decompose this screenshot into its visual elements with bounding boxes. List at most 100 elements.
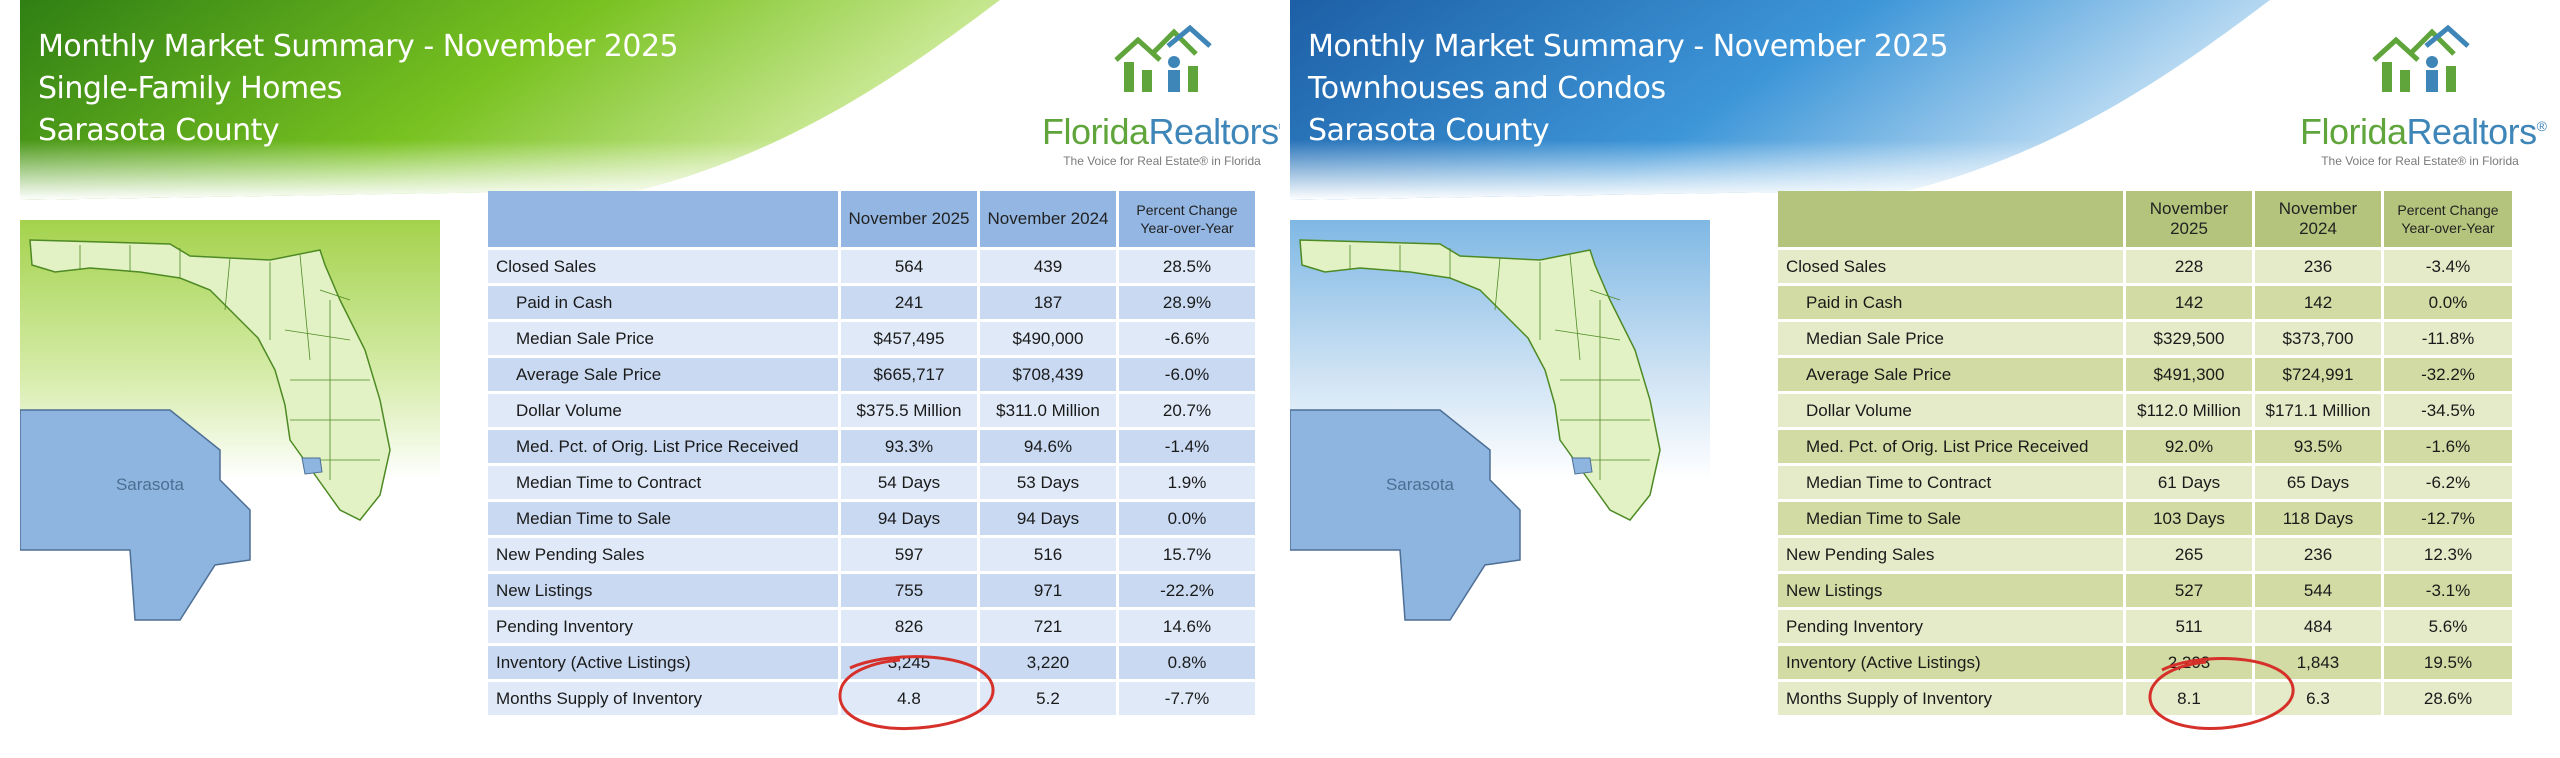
single-family-panel: Sarasota Monthly Market Summary - Novemb… bbox=[20, 0, 1280, 758]
pct-change: -3.1% bbox=[2384, 574, 2512, 607]
value-2025: 527 bbox=[2126, 574, 2252, 607]
value-2025: 511 bbox=[2126, 610, 2252, 643]
page-title: Monthly Market Summary - November 2025 bbox=[38, 29, 679, 64]
pct-change: 20.7% bbox=[1119, 394, 1255, 427]
value-2024: 236 bbox=[2255, 250, 2381, 283]
table-row: Closed Sales 228 236 -3.4% bbox=[1778, 250, 2512, 283]
table-row: Med. Pct. of Orig. List Price Received 93… bbox=[488, 430, 1255, 463]
pct-change: -1.6% bbox=[2384, 430, 2512, 463]
table-row: Median Sale Price $329,500 $373,700 -11.8% bbox=[1778, 322, 2512, 355]
table-row: Median Time to Contract 61 Days 65 Days -6.… bbox=[1778, 466, 2512, 499]
pct-change: 12.3% bbox=[2384, 538, 2512, 571]
value-2024: 142 bbox=[2255, 286, 2381, 319]
pct-change: -32.2% bbox=[2384, 358, 2512, 391]
sarasota-highlight bbox=[1290, 409, 1521, 621]
table-row: Median Time to Sale 94 Days 94 Days 0.0% bbox=[488, 502, 1255, 535]
table-row: Inventory (Active Listings) 2,203 1,843 19.… bbox=[1778, 646, 2512, 679]
row-label: Median Time to Sale bbox=[1778, 502, 2123, 535]
logo-tagline: The Voice for Real Estate® in Florida bbox=[2321, 154, 2519, 168]
value-2025: 265 bbox=[2126, 538, 2252, 571]
pct-change: -3.4% bbox=[2384, 250, 2512, 283]
pct-change: 1.9% bbox=[1119, 466, 1255, 499]
row-label: Median Sale Price bbox=[488, 322, 838, 355]
value-2025: 2,203 bbox=[2126, 646, 2252, 679]
value-2025: 755 bbox=[841, 574, 977, 607]
table-row: Median Sale Price $457,495 $490,000 -6.6% bbox=[488, 322, 1255, 355]
townhouse-condo-panel: Sarasota Monthly Market Summary - Novemb… bbox=[1290, 0, 2550, 758]
pct-change: 28.5% bbox=[1119, 250, 1255, 283]
table-row: Median Time to Contract 54 Days 53 Days 1.9… bbox=[488, 466, 1255, 499]
value-2025: 93.3% bbox=[841, 430, 977, 463]
logo-tagline: The Voice for Real Estate® in Florida bbox=[1063, 154, 1261, 168]
pct-change: 14.6% bbox=[1119, 610, 1255, 643]
value-2025: $491,300 bbox=[2126, 358, 2252, 391]
row-label: Average Sale Price bbox=[488, 358, 838, 391]
value-2024: 94 Days bbox=[980, 502, 1116, 535]
value-2024: 6.3 bbox=[2255, 682, 2381, 715]
row-label: Median Time to Contract bbox=[1778, 466, 2123, 499]
row-label: Closed Sales bbox=[488, 250, 838, 283]
table-row: Median Time to Sale 103 Days 118 Days -12.7… bbox=[1778, 502, 2512, 535]
header-pct-change: Percent Change Year-over-Year bbox=[1119, 191, 1255, 247]
value-2024: 118 Days bbox=[2255, 502, 2381, 535]
value-2025: 92.0% bbox=[2126, 430, 2252, 463]
pct-change: -7.7% bbox=[1119, 682, 1255, 715]
value-2024: 484 bbox=[2255, 610, 2381, 643]
value-2024: $708,439 bbox=[980, 358, 1116, 391]
property-type-title: Townhouses and Condos bbox=[1308, 71, 1666, 106]
map-label: Sarasota bbox=[1386, 475, 1455, 494]
pct-change: -6.6% bbox=[1119, 322, 1255, 355]
value-2025: 61 Days bbox=[2126, 466, 2252, 499]
header-nov-2025: November 2025 bbox=[841, 191, 977, 247]
table-header-row: November 2025 November 2024 Percent Chan… bbox=[488, 191, 1255, 247]
row-label: New Listings bbox=[1778, 574, 2123, 607]
row-label: Med. Pct. of Orig. List Price Received bbox=[488, 430, 838, 463]
row-label: Pending Inventory bbox=[1778, 610, 2123, 643]
pct-change: 0.0% bbox=[2384, 286, 2512, 319]
pct-change: 15.7% bbox=[1119, 538, 1255, 571]
table-row: Paid in Cash 241 187 28.9% bbox=[488, 286, 1255, 319]
value-2025: 228 bbox=[2126, 250, 2252, 283]
header-metric bbox=[1778, 191, 2123, 247]
value-2024: 544 bbox=[2255, 574, 2381, 607]
pct-change: 0.8% bbox=[1119, 646, 1255, 679]
value-2024: 971 bbox=[980, 574, 1116, 607]
value-2024: $724,991 bbox=[2255, 358, 2381, 391]
page-title: Monthly Market Summary - November 2025 bbox=[1308, 29, 1949, 64]
houses-people-icon bbox=[1114, 24, 1212, 92]
table-row: New Pending Sales 597 516 15.7% bbox=[488, 538, 1255, 571]
value-2024: $373,700 bbox=[2255, 322, 2381, 355]
pct-change: -12.7% bbox=[2384, 502, 2512, 535]
row-label: Med. Pct. of Orig. List Price Received bbox=[1778, 430, 2123, 463]
value-2024: 1,843 bbox=[2255, 646, 2381, 679]
header-metric bbox=[488, 191, 838, 247]
header-banner bbox=[1290, 0, 2290, 200]
row-label: Closed Sales bbox=[1778, 250, 2123, 283]
panel-title-block: Monthly Market Summary - November 2025 S… bbox=[38, 26, 679, 152]
row-label: New Pending Sales bbox=[1778, 538, 2123, 571]
florida-realtors-logo: FloridaRealtors® The Voice for Real Esta… bbox=[2300, 22, 2547, 168]
table-row: New Listings 755 971 -22.2% bbox=[488, 574, 1255, 607]
value-2025: 94 Days bbox=[841, 502, 977, 535]
row-label: Pending Inventory bbox=[488, 610, 838, 643]
row-label: Dollar Volume bbox=[1778, 394, 2123, 427]
value-2025: 8.1 bbox=[2126, 682, 2252, 715]
row-label: New Pending Sales bbox=[488, 538, 838, 571]
row-label: Median Time to Sale bbox=[488, 502, 838, 535]
value-2024: 236 bbox=[2255, 538, 2381, 571]
table-row: New Pending Sales 265 236 12.3% bbox=[1778, 538, 2512, 571]
table-header-row: November 2025 November 2024 Percent Chan… bbox=[1778, 191, 2512, 247]
row-label: Inventory (Active Listings) bbox=[488, 646, 838, 679]
value-2025: 826 bbox=[841, 610, 977, 643]
value-2025: $375.5 Million bbox=[841, 394, 977, 427]
pct-change: 19.5% bbox=[2384, 646, 2512, 679]
sarasota-highlight bbox=[20, 409, 251, 621]
pct-change: -22.2% bbox=[1119, 574, 1255, 607]
table-row: Pending Inventory 826 721 14.6% bbox=[488, 610, 1255, 643]
market-summary-table: November 2025 November 2024 Percent Chan… bbox=[485, 188, 1258, 718]
pct-change: -34.5% bbox=[2384, 394, 2512, 427]
value-2024: 53 Days bbox=[980, 466, 1116, 499]
row-label: Months Supply of Inventory bbox=[488, 682, 838, 715]
row-label: Average Sale Price bbox=[1778, 358, 2123, 391]
row-label: Months Supply of Inventory bbox=[1778, 682, 2123, 715]
